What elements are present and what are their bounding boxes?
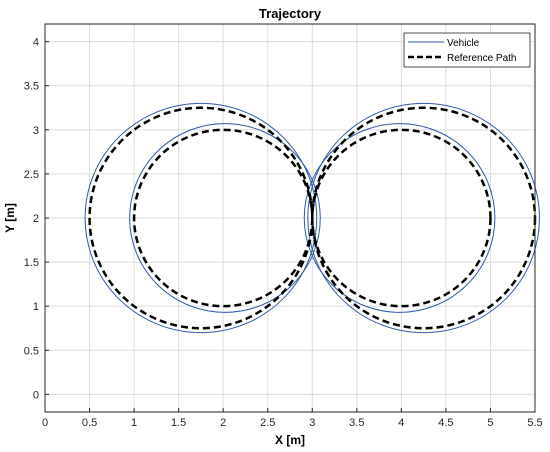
chart-title: Trajectory	[259, 6, 322, 21]
y-tick-label: 4	[33, 37, 39, 49]
y-tick-label: 0	[33, 389, 39, 401]
x-axis-label: X [m]	[275, 433, 305, 447]
y-tick-label: 0.5	[24, 345, 39, 357]
x-tick-label: 1.5	[171, 417, 186, 429]
vehicle-path-loop	[307, 102, 540, 334]
y-tick-label: 2.5	[24, 169, 39, 181]
x-tick-label: 3	[309, 417, 315, 429]
y-tick-label: 1	[33, 301, 39, 313]
reference-path-loop	[311, 128, 492, 308]
y-tick-label: 3	[33, 125, 39, 137]
y-tick-label: 3.5	[24, 81, 39, 93]
y-axis-label: Y [m]	[3, 203, 17, 233]
tick-labels: 0 0.5 1 1.5 2 2.5 3 3.5 4 4.5 5 5.5 0 0.5 1 1.5 2 2.5 3 3.5…	[24, 37, 543, 429]
vehicle-path-loop	[129, 123, 321, 313]
vehicle-path-loop	[84, 102, 318, 334]
x-tick-label: 1	[131, 417, 137, 429]
vehicle-path-loop	[303, 123, 496, 313]
x-tick-label: 0	[42, 417, 48, 429]
x-tick-label: 2	[220, 417, 226, 429]
y-tick-label: 1.5	[24, 257, 39, 269]
x-tick-label: 4	[398, 417, 404, 429]
legend-label-vehicle: Vehicle	[447, 38, 480, 49]
x-tick-label: 2.5	[260, 417, 275, 429]
series-layer	[84, 102, 540, 334]
x-tick-label: 4.5	[438, 417, 453, 429]
y-tick-label: 2	[33, 213, 39, 225]
legend: Vehicle Reference Path	[403, 32, 531, 68]
x-tick-label: 3.5	[349, 417, 364, 429]
x-tick-label: 0.5	[82, 417, 97, 429]
x-tick-label: 5	[487, 417, 493, 429]
x-tick-label: 5.5	[527, 417, 542, 429]
legend-box	[403, 32, 531, 68]
legend-label-reference-path: Reference Path	[447, 53, 517, 64]
